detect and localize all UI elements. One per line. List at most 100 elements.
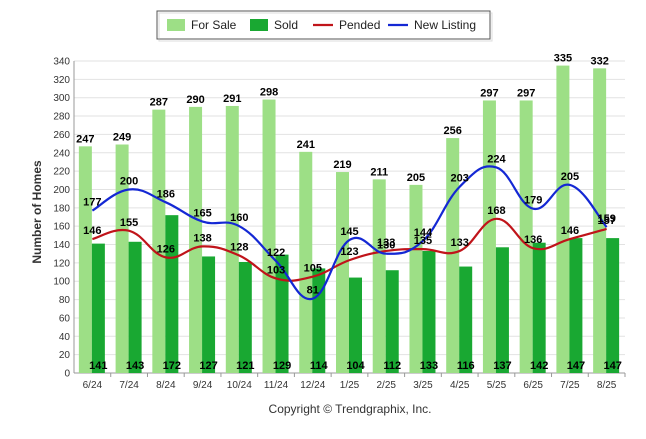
bar-for-sale xyxy=(409,184,423,373)
pended-value-label: 133 xyxy=(451,237,469,249)
pended-value-label: 128 xyxy=(230,242,248,254)
y-tick-label: 240 xyxy=(53,148,70,159)
for-sale-value-label: 297 xyxy=(517,87,535,99)
legend-label-sold[interactable]: Sold xyxy=(274,18,298,32)
pended-value-label: 138 xyxy=(193,232,211,244)
y-tick-label: 0 xyxy=(64,369,70,380)
bar-for-sale xyxy=(519,100,533,373)
pended-value-label: 157 xyxy=(597,215,615,227)
bar-sold xyxy=(569,238,583,373)
new-listing-value-label: 203 xyxy=(451,173,469,185)
bar-sold xyxy=(165,215,179,373)
bar-sold xyxy=(202,256,216,373)
for-sale-value-label: 287 xyxy=(150,97,168,109)
bar-sold xyxy=(275,254,289,373)
x-tick-label: 6/24 xyxy=(83,380,103,391)
y-tick-label: 60 xyxy=(59,313,71,324)
y-tick-label: 200 xyxy=(53,185,70,196)
sold-value-label: 133 xyxy=(420,360,438,372)
copyright-text: Copyright © Trendgraphix, Inc. xyxy=(269,402,432,416)
x-tick-label: 6/25 xyxy=(523,380,543,391)
bar-sold xyxy=(91,243,105,373)
bar-for-sale xyxy=(336,172,349,373)
y-tick-label: 280 xyxy=(53,112,70,123)
sold-value-label: 121 xyxy=(236,360,254,372)
new-listing-value-label: 122 xyxy=(267,247,285,259)
x-tick-label: 3/25 xyxy=(413,380,433,391)
y-tick-label: 120 xyxy=(53,258,70,269)
sold-value-label: 127 xyxy=(199,360,217,372)
new-listing-value-label: 160 xyxy=(230,212,248,224)
new-listing-value-label: 165 xyxy=(193,208,211,220)
for-sale-value-label: 219 xyxy=(333,159,351,171)
pended-value-label: 105 xyxy=(304,263,322,275)
y-tick-label: 80 xyxy=(59,295,71,306)
legend-swatch-for-sale xyxy=(167,19,185,31)
new-listing-value-label: 177 xyxy=(83,197,101,209)
for-sale-value-label: 247 xyxy=(76,133,94,145)
y-axis-title: Number of Homes xyxy=(30,160,44,264)
sold-value-label: 129 xyxy=(273,360,291,372)
y-tick-label: 100 xyxy=(53,277,70,288)
bar-for-sale xyxy=(299,151,313,373)
y-tick-label: 180 xyxy=(53,203,70,214)
for-sale-value-label: 211 xyxy=(370,166,388,178)
sold-value-label: 143 xyxy=(126,360,144,372)
bar-for-sale xyxy=(189,106,203,373)
new-listing-value-label: 205 xyxy=(561,171,579,183)
x-tick-label: 10/24 xyxy=(227,380,252,391)
bar-sold xyxy=(422,250,436,373)
legend-swatch-sold xyxy=(250,19,268,31)
pended-value-label: 135 xyxy=(414,235,432,247)
bar-sold xyxy=(312,268,326,373)
for-sale-value-label: 298 xyxy=(260,87,278,99)
for-sale-value-label: 335 xyxy=(554,53,572,65)
x-tick-label: 1/25 xyxy=(340,380,360,391)
bar-sold xyxy=(238,261,252,373)
bar-for-sale xyxy=(446,138,460,373)
pended-value-label: 133 xyxy=(377,237,395,249)
legend-label-for-sale[interactable]: For Sale xyxy=(191,18,237,32)
y-tick-label: 20 xyxy=(59,350,71,361)
x-tick-label: 7/24 xyxy=(119,380,139,391)
pended-value-label: 103 xyxy=(267,264,285,276)
for-sale-value-label: 332 xyxy=(590,55,608,67)
line-pended xyxy=(92,217,607,282)
x-tick-label: 8/24 xyxy=(156,380,176,391)
sold-value-label: 147 xyxy=(567,360,585,372)
legend-label-pended[interactable]: Pended xyxy=(339,18,380,32)
bar-for-sale xyxy=(556,65,570,374)
new-listing-value-label: 130 xyxy=(377,240,395,252)
bar-for-sale xyxy=(482,100,496,373)
new-listing-value-label: 145 xyxy=(340,226,358,238)
new-listing-value-label: 144 xyxy=(414,227,433,239)
y-tick-label: 340 xyxy=(53,57,70,68)
bar-for-sale xyxy=(225,105,239,373)
sold-value-label: 137 xyxy=(493,360,511,372)
new-listing-value-label: 224 xyxy=(487,153,506,165)
pended-value-label: 168 xyxy=(487,205,505,217)
bar-for-sale xyxy=(372,179,386,373)
y-tick-label: 220 xyxy=(53,167,70,178)
pended-value-label: 146 xyxy=(83,225,101,237)
y-tick-label: 140 xyxy=(53,240,70,251)
bar-sold xyxy=(385,270,399,373)
bar-sold xyxy=(606,238,620,373)
new-listing-value-label: 179 xyxy=(524,195,542,207)
legend-shadow xyxy=(158,12,493,42)
y-tick-label: 260 xyxy=(53,130,70,141)
new-listing-value-label: 186 xyxy=(157,188,175,200)
sold-value-label: 141 xyxy=(89,360,107,372)
bar-for-sale xyxy=(593,68,607,373)
for-sale-value-label: 290 xyxy=(186,94,204,106)
sold-value-label: 172 xyxy=(163,360,181,372)
pended-value-label: 123 xyxy=(340,246,358,258)
bar-for-sale xyxy=(115,144,129,373)
pended-value-label: 126 xyxy=(157,243,175,255)
bar-for-sale xyxy=(152,109,166,374)
legend-label-new-listing[interactable]: New Listing xyxy=(414,18,476,32)
bar-sold xyxy=(459,266,473,373)
bar-for-sale xyxy=(262,99,276,374)
